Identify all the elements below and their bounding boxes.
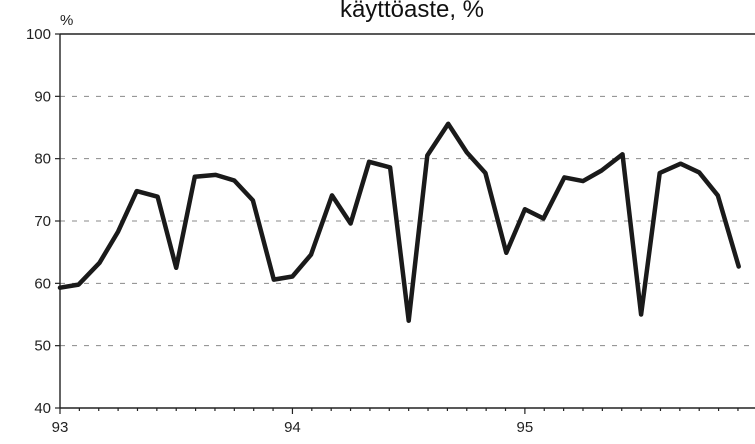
y-tick-label: 60 bbox=[34, 275, 51, 292]
chart-title: käyttöaste, % bbox=[340, 0, 484, 23]
x-axis-ticks: 93 94 95 bbox=[52, 408, 739, 436]
y-tick-label: 90 bbox=[34, 88, 51, 105]
y-axis-unit-label: % bbox=[60, 12, 73, 29]
x-tick-label: 94 bbox=[284, 419, 301, 436]
y-tick-label: 40 bbox=[34, 400, 51, 417]
y-tick-label: 50 bbox=[34, 338, 51, 355]
y-tick-label: 70 bbox=[34, 213, 51, 230]
series bbox=[57, 121, 741, 323]
x-tick-label: 93 bbox=[52, 419, 69, 436]
y-axis-ticks: 40 50 60 70 80 90 100 bbox=[26, 26, 60, 417]
x-tick-label: 95 bbox=[517, 419, 534, 436]
series-line-0 bbox=[57, 121, 741, 323]
y-tick-label: 100 bbox=[26, 26, 51, 43]
y-tick-label: 80 bbox=[34, 151, 51, 168]
